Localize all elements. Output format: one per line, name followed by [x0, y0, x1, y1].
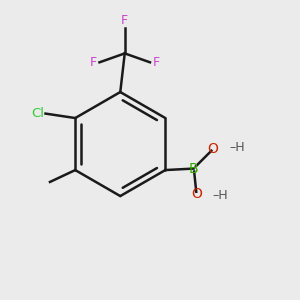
Text: Cl: Cl	[31, 107, 44, 120]
Text: O: O	[207, 142, 218, 156]
Text: O: O	[191, 187, 202, 201]
Text: F: F	[152, 56, 160, 69]
Text: F: F	[90, 56, 97, 69]
Text: F: F	[121, 14, 128, 27]
Text: –H: –H	[229, 141, 245, 154]
Text: B: B	[189, 162, 198, 176]
Text: –H: –H	[213, 189, 229, 202]
